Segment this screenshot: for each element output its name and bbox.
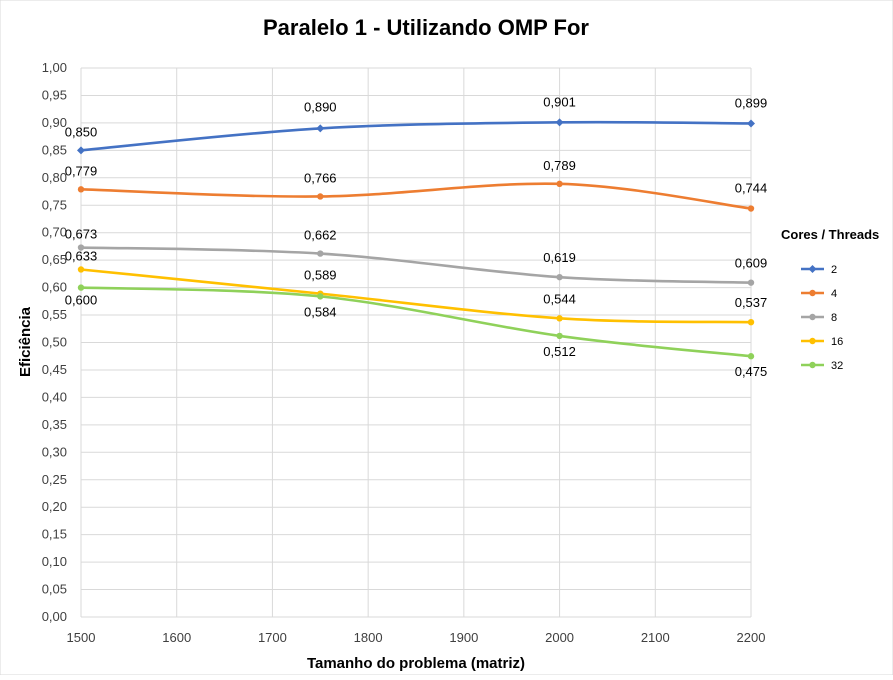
y-tick-label: 0,40 xyxy=(42,389,67,404)
data-label: 0,633 xyxy=(65,248,98,263)
data-label: 0,850 xyxy=(65,124,98,139)
y-tick-label: 0,20 xyxy=(42,499,67,514)
y-tick-label: 0,45 xyxy=(42,362,67,377)
data-point-marker xyxy=(316,124,325,133)
data-label: 0,537 xyxy=(735,295,768,310)
y-tick-label: 0,55 xyxy=(42,307,67,322)
data-point-marker xyxy=(747,318,755,326)
data-label: 0,779 xyxy=(65,163,98,178)
data-point-marker xyxy=(556,273,563,281)
data-point-marker xyxy=(556,332,563,340)
data-label: 0,662 xyxy=(304,228,337,243)
data-point-marker xyxy=(555,118,564,127)
x-tick-label: 1900 xyxy=(449,630,478,645)
legend-swatch-marker xyxy=(809,361,816,369)
series-line-16 xyxy=(79,268,753,324)
data-label: 0,619 xyxy=(543,250,576,265)
data-point-marker xyxy=(317,193,324,200)
vertical-gridlines xyxy=(80,68,752,617)
data-label: 0,899 xyxy=(735,95,768,110)
series-lines xyxy=(79,120,753,358)
data-point-marker xyxy=(556,180,563,188)
legend-swatch-marker xyxy=(809,289,816,297)
data-label: 0,901 xyxy=(543,94,576,109)
x-axis-title: Tamanho do problema (matriz) xyxy=(307,655,525,672)
x-tick-label: 2000 xyxy=(545,630,574,645)
x-tick-label: 1600 xyxy=(162,630,191,645)
data-label: 0,744 xyxy=(735,181,768,196)
chart-title: Paralelo 1 - Utilizando OMP For xyxy=(263,15,589,40)
y-tick-label: 0,30 xyxy=(42,444,67,459)
legend-label: 16 xyxy=(831,336,843,348)
y-tick-label: 0,25 xyxy=(42,472,67,487)
y-tick-label: 1,00 xyxy=(42,60,67,75)
series-line-2 xyxy=(79,120,753,152)
data-label: 0,673 xyxy=(65,227,98,242)
data-label: 0,890 xyxy=(304,99,337,114)
data-label: 0,589 xyxy=(304,268,337,283)
data-point-marker xyxy=(556,315,563,322)
y-tick-label: 0,85 xyxy=(42,142,67,157)
horizontal-gridlines xyxy=(81,67,751,618)
legend-items: 2 4 8 16 32 xyxy=(801,264,843,372)
data-label: 0,609 xyxy=(735,256,768,271)
x-tick-label: 2100 xyxy=(641,630,670,645)
data-label: 0,544 xyxy=(543,291,576,306)
y-tick-label: 0,15 xyxy=(42,527,67,542)
data-point-marker xyxy=(747,205,755,212)
data-point-marker xyxy=(317,250,324,257)
series-line-8 xyxy=(79,246,753,284)
x-axis-ticks: 1500 1600 1700 1800 1900 2000 2100 2200 xyxy=(67,630,766,645)
data-label: 0,600 xyxy=(65,293,98,308)
data-point-marker xyxy=(77,244,85,251)
y-tick-label: 0,65 xyxy=(42,252,67,267)
y-tick-label: 0,95 xyxy=(42,87,67,102)
data-labels: 0,850 0,890 0,901 0,899 0,779 0,766 0,789 0,744… xyxy=(65,94,768,379)
data-label: 0,475 xyxy=(735,364,768,379)
data-label: 0,584 xyxy=(304,304,337,319)
legend-label: 8 xyxy=(831,312,837,324)
legend-title: Cores / Threads xyxy=(781,227,879,242)
y-tick-label: 0,50 xyxy=(42,335,67,350)
legend-label: 4 xyxy=(831,288,837,300)
legend-swatch-marker xyxy=(809,337,816,345)
data-label: 0,789 xyxy=(543,158,576,173)
legend: Cores / Threads 2 4 8 16 32 xyxy=(781,227,879,372)
y-tick-label: 0,35 xyxy=(42,417,67,432)
data-point-marker xyxy=(77,284,85,291)
y-tick-label: 0,00 xyxy=(42,609,67,624)
data-point-marker xyxy=(77,146,85,155)
y-tick-label: 0,75 xyxy=(42,197,67,212)
data-point-marker xyxy=(77,266,85,273)
x-tick-label: 1800 xyxy=(354,630,383,645)
x-tick-label: 1500 xyxy=(67,630,96,645)
legend-label: 2 xyxy=(831,264,837,276)
legend-swatch-marker xyxy=(808,265,817,273)
y-tick-label: 0,60 xyxy=(42,280,67,295)
data-point-marker xyxy=(747,279,755,286)
x-tick-label: 1700 xyxy=(258,630,287,645)
legend-label: 32 xyxy=(831,360,843,372)
data-point-marker xyxy=(747,119,755,128)
y-tick-label: 0,05 xyxy=(42,582,67,597)
data-label: 0,766 xyxy=(304,170,337,185)
data-label: 0,512 xyxy=(543,344,576,359)
y-tick-label: 0,70 xyxy=(42,225,67,240)
y-axis-ticks: 0,00 0,05 0,10 0,15 0,20 0,25 0,30 0,35 0,40 0,45… xyxy=(42,60,67,624)
series-markers xyxy=(77,118,755,360)
data-point-marker xyxy=(747,353,755,360)
series-line-4 xyxy=(79,182,753,210)
data-point-marker xyxy=(77,186,85,193)
y-axis-title: Eficiência xyxy=(17,306,34,377)
y-tick-label: 0,80 xyxy=(42,170,67,185)
y-tick-label: 0,90 xyxy=(42,115,67,130)
x-tick-label: 2200 xyxy=(737,630,766,645)
series-line-32 xyxy=(79,286,753,358)
legend-swatch-marker xyxy=(809,313,816,321)
y-tick-label: 0,10 xyxy=(42,554,67,569)
data-point-marker xyxy=(317,293,324,300)
